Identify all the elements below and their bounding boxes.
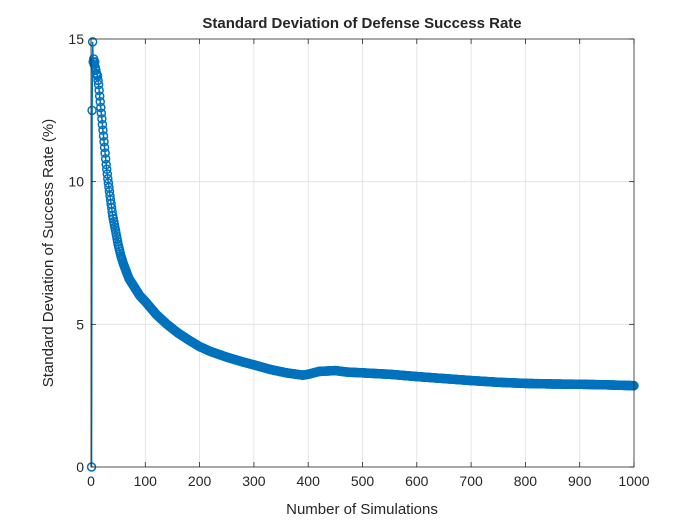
axis-ticks bbox=[90, 38, 635, 468]
y-axis-label: Standard Deviation of Success Rate (%) bbox=[40, 119, 57, 387]
x-tick-label: 200 bbox=[188, 473, 212, 489]
x-tick-label: 900 bbox=[568, 473, 592, 489]
x-axis-label: Number of Simulations bbox=[286, 501, 438, 518]
x-tick-label: 800 bbox=[514, 473, 538, 489]
data-point-marker bbox=[97, 114, 107, 124]
data-point-marker bbox=[94, 85, 104, 96]
x-tick-labels: 0 100 200 300 400 500 600 700 800 900 1000 bbox=[87, 473, 650, 489]
x-tick-label: 600 bbox=[405, 473, 429, 489]
x-tick-label: 0 bbox=[87, 473, 95, 489]
x-tick-label: 100 bbox=[134, 473, 158, 489]
x-tick-label: 700 bbox=[459, 473, 483, 489]
data-point-marker bbox=[87, 37, 98, 47]
data-point-marker bbox=[97, 119, 108, 130]
y-tick-label: 10 bbox=[68, 174, 84, 190]
y-tick-label: 15 bbox=[68, 31, 84, 47]
data-point-marker bbox=[100, 154, 111, 164]
data-point-marker bbox=[93, 79, 104, 90]
data-point-marker bbox=[95, 97, 105, 107]
y-tick-labels: 0 5 10 15 bbox=[68, 31, 84, 475]
x-tick-label: 400 bbox=[297, 473, 321, 489]
x-tick-label: 1000 bbox=[618, 473, 649, 489]
data-point-marker bbox=[96, 102, 106, 113]
data-point-marker bbox=[96, 108, 107, 118]
data-point-marker bbox=[101, 159, 111, 170]
x-tick-label: 300 bbox=[242, 473, 266, 489]
data-point-marker bbox=[99, 142, 110, 153]
data-point-marker bbox=[100, 148, 110, 158]
chart-title: Standard Deviation of Defense Success Ra… bbox=[202, 15, 521, 32]
y-tick-label: 5 bbox=[76, 316, 84, 332]
data-point-marker bbox=[93, 75, 103, 86]
data-point-marker bbox=[102, 164, 112, 175]
y-tick-label: 0 bbox=[76, 459, 84, 475]
series-layer bbox=[86, 37, 639, 472]
data-point-marker bbox=[87, 105, 97, 116]
data-point-marker bbox=[102, 169, 113, 179]
data-point-marker bbox=[98, 131, 109, 141]
data-point-marker bbox=[107, 207, 117, 217]
data-point-marker bbox=[99, 136, 109, 147]
data-point-marker bbox=[94, 91, 105, 101]
data-point-marker bbox=[98, 125, 108, 136]
x-tick-label: 500 bbox=[351, 473, 375, 489]
grid-lines bbox=[91, 39, 634, 467]
